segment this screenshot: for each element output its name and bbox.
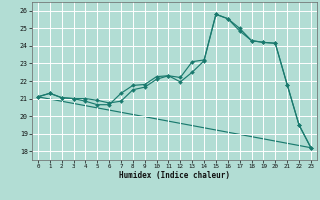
X-axis label: Humidex (Indice chaleur): Humidex (Indice chaleur) <box>119 171 230 180</box>
